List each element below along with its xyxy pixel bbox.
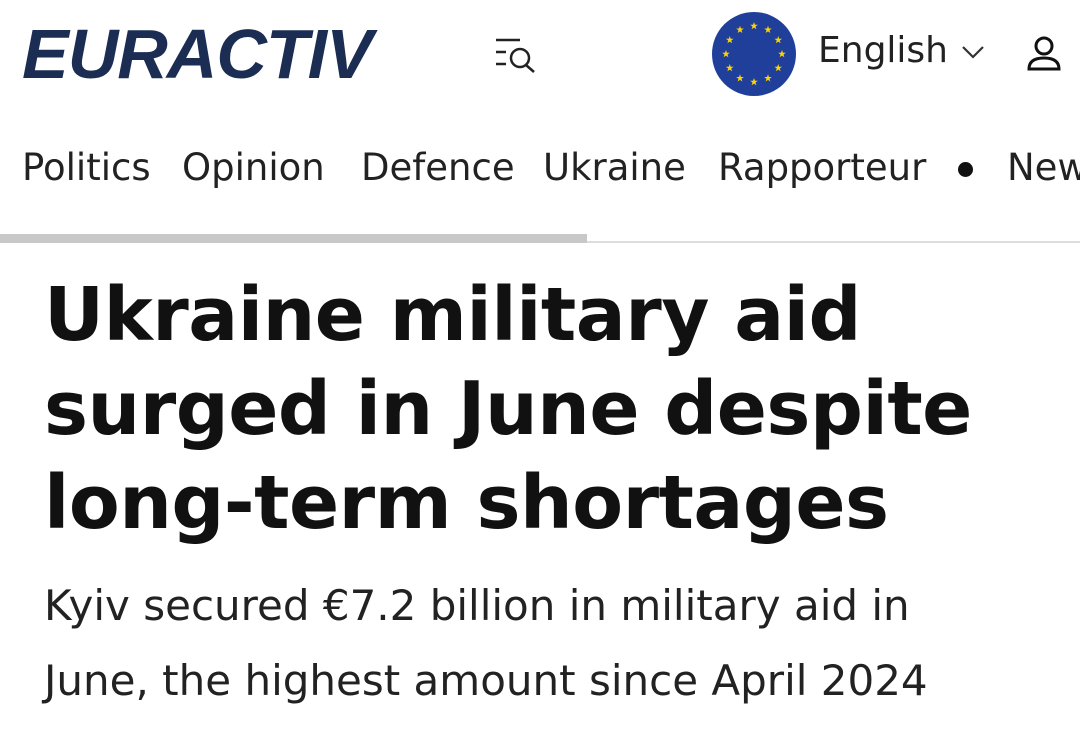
headline: Ukraine military aid surged in June desp… [44, 268, 972, 550]
flag-star [774, 36, 783, 44]
flag-star [736, 25, 744, 33]
flag-star [736, 74, 744, 82]
flag-star [725, 36, 734, 44]
eu-flag-icon[interactable] [711, 11, 797, 97]
nav-link[interactable]: Defence [361, 146, 515, 189]
headline-line: long-term shortages [44, 460, 889, 546]
nav-link[interactable]: Opinion [182, 146, 325, 189]
subheading: Kyiv secured €7.2 billion in military ai… [44, 568, 928, 718]
logo[interactable]: EURACTIV [22, 15, 373, 93]
search-menu-icon[interactable] [490, 34, 542, 74]
nav-link[interactable]: Politics [22, 146, 151, 189]
flag-star [778, 50, 786, 58]
subheading-line: Kyiv secured €7.2 billion in military ai… [44, 581, 910, 630]
flag-star [764, 74, 772, 82]
nav-link[interactable]: Ukraine [543, 146, 686, 189]
headline-line: Ukraine military aid [44, 272, 862, 358]
nav-link[interactable]: New [1007, 146, 1080, 189]
flag-star [725, 64, 734, 72]
flag-star [764, 25, 772, 33]
subheading-line: June, the highest amount since April 202… [44, 656, 928, 705]
scroll-progress [0, 234, 587, 243]
nav-bullet [958, 162, 973, 177]
flag-star [750, 22, 758, 30]
chevron-icon[interactable] [960, 42, 986, 62]
flag-star [750, 78, 758, 86]
flag-star [774, 64, 783, 72]
flag-star [722, 50, 730, 58]
headline-line: surged in June despite [44, 366, 972, 452]
nav-link[interactable]: Rapporteur [718, 146, 927, 189]
user-icon[interactable] [1024, 34, 1064, 74]
language-selector[interactable]: English [818, 30, 948, 71]
